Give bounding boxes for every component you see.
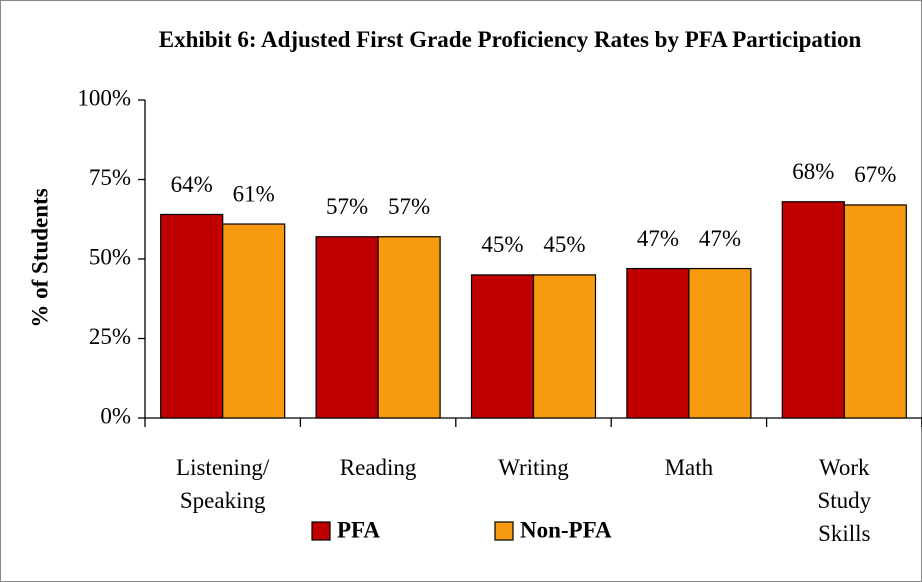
data-label: 45% xyxy=(481,232,523,257)
legend-label: PFA xyxy=(337,517,380,542)
x-tick-label: Work Study Skills xyxy=(817,455,871,546)
data-label: 61% xyxy=(233,181,275,206)
y-axis-label: % of Students xyxy=(27,188,52,327)
y-tick-label: 0% xyxy=(100,403,131,428)
bar xyxy=(843,204,907,419)
data-label: 67% xyxy=(854,162,896,187)
chart-title: Exhibit 6: Adjusted First Grade Proficie… xyxy=(159,27,862,52)
data-label: 68% xyxy=(792,159,834,184)
bar xyxy=(532,274,597,419)
bar xyxy=(160,213,224,419)
data-label: 47% xyxy=(637,226,679,251)
bar xyxy=(626,267,690,419)
y-tick-label: 50% xyxy=(89,244,131,269)
x-tick-label: Math xyxy=(665,455,714,480)
y-tick-label: 75% xyxy=(89,165,131,190)
bar xyxy=(781,201,845,419)
legend-swatch xyxy=(494,521,514,541)
y-tick-label: 100% xyxy=(77,85,131,110)
y-tick-label: 25% xyxy=(89,324,131,349)
bar xyxy=(222,223,286,419)
data-label: 57% xyxy=(388,194,430,219)
data-label: 64% xyxy=(171,172,213,197)
legend-swatch xyxy=(311,521,331,541)
bar xyxy=(377,236,441,419)
x-tick-label: Writing xyxy=(498,455,569,480)
data-label: 45% xyxy=(543,232,585,257)
bar xyxy=(470,274,535,419)
legend-label: Non-PFA xyxy=(520,517,612,542)
bar xyxy=(315,236,379,419)
data-label: 47% xyxy=(699,226,741,251)
bar xyxy=(688,267,752,419)
data-label: 57% xyxy=(326,194,368,219)
x-tick-label: Reading xyxy=(340,455,417,480)
x-tick-label: Listening/Speaking xyxy=(176,455,270,513)
